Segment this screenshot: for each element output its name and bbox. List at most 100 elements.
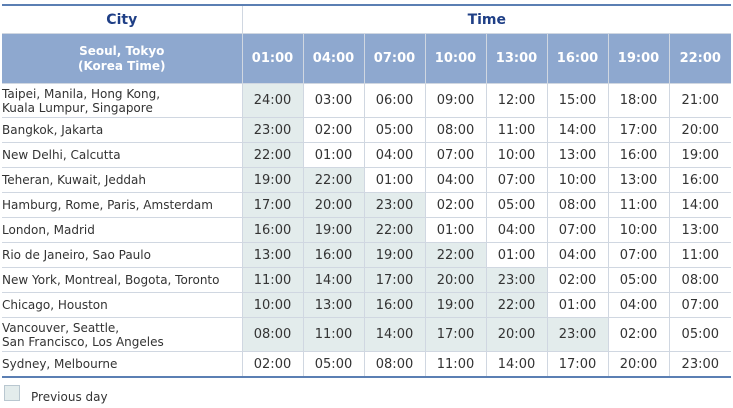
hour-header: 10:00 xyxy=(424,33,487,84)
time-cell-previous-day: 16:00 xyxy=(241,217,304,243)
time-cell: 20:00 xyxy=(607,351,670,378)
city-name-line: Kuala Lumpur, Singapore xyxy=(2,100,153,115)
time-cell: 14:00 xyxy=(485,351,548,378)
time-cell: 04:00 xyxy=(485,217,548,243)
time-cell-previous-day: 17:00 xyxy=(363,267,426,293)
time-cell: 02:00 xyxy=(546,267,609,293)
time-cell: 04:00 xyxy=(363,142,426,168)
time-cell-previous-day: 13:00 xyxy=(241,242,304,268)
time-cell: 10:00 xyxy=(607,217,670,243)
time-cell-previous-day: 20:00 xyxy=(424,267,487,293)
time-cell: 01:00 xyxy=(546,292,609,318)
time-cell: 02:00 xyxy=(302,117,365,143)
time-cell: 15:00 xyxy=(546,83,609,118)
time-cell: 18:00 xyxy=(607,83,670,118)
time-cell-previous-day: 23:00 xyxy=(363,192,426,218)
time-cell-previous-day: 16:00 xyxy=(302,242,365,268)
hour-header: 19:00 xyxy=(607,33,670,84)
previous-day-swatch xyxy=(4,385,20,401)
time-cell: 01:00 xyxy=(424,217,487,243)
city-name-line: Chicago, Houston xyxy=(2,298,108,312)
previous-day-label: Previous day xyxy=(31,390,108,404)
city-name-line: Bangkok, Jakarta xyxy=(2,123,104,137)
table-row: Teheran, Kuwait, Jeddah 19:00 22:00 01:00 04… xyxy=(2,167,732,193)
time-cell: 04:00 xyxy=(546,242,609,268)
time-cell: 10:00 xyxy=(485,142,548,168)
time-cell-previous-day: 24:00 xyxy=(241,83,304,118)
time-cell-previous-day: 08:00 xyxy=(241,317,304,352)
time-cell: 11:00 xyxy=(668,242,732,268)
city-cell: New York, Montreal, Bogota, Toronto xyxy=(2,267,243,293)
header-row: City Time xyxy=(2,4,732,34)
time-cell: 03:00 xyxy=(302,83,365,118)
table-row: London, Madrid 16:00 19:00 22:00 01:00 04:00 0… xyxy=(2,217,732,243)
time-cell-previous-day: 11:00 xyxy=(302,317,365,352)
time-cell-previous-day: 20:00 xyxy=(485,317,548,352)
time-cell-previous-day: 22:00 xyxy=(363,217,426,243)
time-cell: 16:00 xyxy=(607,142,670,168)
time-cell: 01:00 xyxy=(302,142,365,168)
city-name-line: Teheran, Kuwait, Jeddah xyxy=(2,173,147,187)
time-cell: 07:00 xyxy=(668,292,732,318)
time-cell: 05:00 xyxy=(607,267,670,293)
time-cell: 07:00 xyxy=(607,242,670,268)
time-cell: 11:00 xyxy=(424,351,487,378)
time-cell: 05:00 xyxy=(302,351,365,378)
time-cell: 11:00 xyxy=(485,117,548,143)
table-row: Rio de Janeiro, Sao Paulo 13:00 16:00 19:00… xyxy=(2,242,732,268)
time-cell-previous-day: 22:00 xyxy=(302,167,365,193)
time-cell-previous-day: 16:00 xyxy=(363,292,426,318)
city-cell: London, Madrid xyxy=(2,217,243,243)
time-cell: 02:00 xyxy=(241,351,304,378)
hour-header-row: Seoul, Tokyo (Korea Time) 01:00 04:00 07:0… xyxy=(2,33,732,84)
hour-header: 22:00 xyxy=(668,33,732,84)
time-cell-previous-day: 11:00 xyxy=(241,267,304,293)
hour-header: 01:00 xyxy=(241,33,304,84)
time-cell: 04:00 xyxy=(424,167,487,193)
table-row: New York, Montreal, Bogota, Toronto 11:00… xyxy=(2,267,732,293)
time-cell-previous-day: 22:00 xyxy=(485,292,548,318)
time-cell: 02:00 xyxy=(607,317,670,352)
time-cell-previous-day: 22:00 xyxy=(241,142,304,168)
time-cell: 07:00 xyxy=(546,217,609,243)
time-cell: 07:00 xyxy=(485,167,548,193)
time-cell: 05:00 xyxy=(363,117,426,143)
time-zone-table: City Time Seoul, Tokyo (Korea Time) 01:0… xyxy=(2,4,732,378)
table-row: Hamburg, Rome, Paris, Amsterdam 17:00 20:0… xyxy=(2,192,732,218)
time-cell-previous-day: 14:00 xyxy=(363,317,426,352)
time-cell-previous-day: 19:00 xyxy=(363,242,426,268)
time-cell: 07:00 xyxy=(424,142,487,168)
time-cell: 19:00 xyxy=(668,142,732,168)
table-row: Taipei, Manila, Hong Kong, Kuala Lumpur, … xyxy=(2,83,732,118)
city-name-line: Hamburg, Rome, Paris, Amsterdam xyxy=(2,198,213,212)
time-cell: 20:00 xyxy=(668,117,732,143)
city-name-line: Rio de Janeiro, Sao Paulo xyxy=(2,248,151,262)
city-cell: Vancouver, Seattle, San Francisco, Los An… xyxy=(2,317,243,352)
city-cell: New Delhi, Calcutta xyxy=(2,142,243,168)
city-cell: Bangkok, Jakarta xyxy=(2,117,243,143)
time-cell: 12:00 xyxy=(485,83,548,118)
time-cell: 13:00 xyxy=(668,217,732,243)
table-row: Chicago, Houston 10:00 13:00 16:00 19:00 22:0… xyxy=(2,292,732,318)
time-cell-previous-day: 23:00 xyxy=(241,117,304,143)
time-cell: 17:00 xyxy=(546,351,609,378)
time-cell: 05:00 xyxy=(668,317,732,352)
time-cell: 11:00 xyxy=(607,192,670,218)
time-cell: 21:00 xyxy=(668,83,732,118)
time-column-header: Time xyxy=(241,4,732,34)
time-cell: 04:00 xyxy=(607,292,670,318)
time-cell-previous-day: 10:00 xyxy=(241,292,304,318)
city-cell: Hamburg, Rome, Paris, Amsterdam xyxy=(2,192,243,218)
time-cell: 08:00 xyxy=(546,192,609,218)
hour-header: 04:00 xyxy=(302,33,365,84)
hour-header: 13:00 xyxy=(485,33,548,84)
time-cell: 08:00 xyxy=(668,267,732,293)
time-cell-previous-day: 19:00 xyxy=(241,167,304,193)
city-cell: Chicago, Houston xyxy=(2,292,243,318)
table-row: New Delhi, Calcutta 22:00 01:00 04:00 07:00 1… xyxy=(2,142,732,168)
time-cell-previous-day: 23:00 xyxy=(546,317,609,352)
table-row: Vancouver, Seattle, San Francisco, Los An… xyxy=(2,317,732,352)
table-row: Bangkok, Jakarta 23:00 02:00 05:00 08:00 11:0… xyxy=(2,117,732,143)
hour-header: 16:00 xyxy=(546,33,609,84)
city-cell: Sydney, Melbourne xyxy=(2,351,243,378)
